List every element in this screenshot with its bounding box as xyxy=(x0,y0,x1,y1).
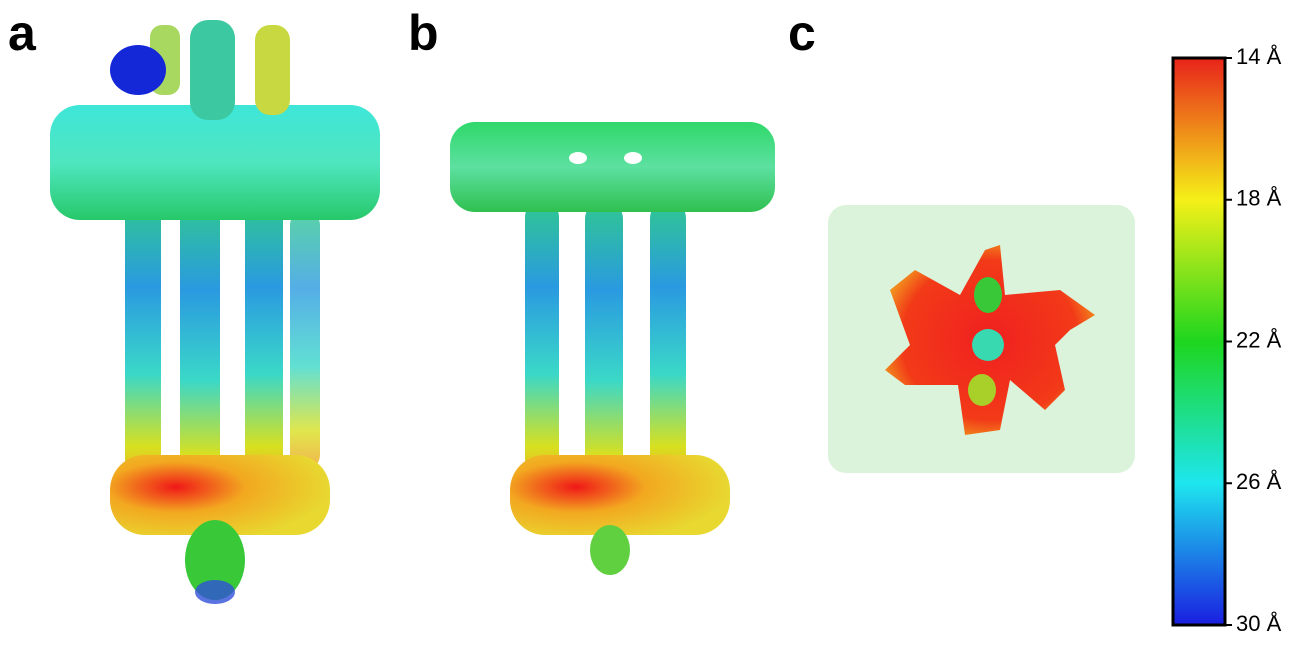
structure-c xyxy=(828,205,1135,473)
figure: a b c 14 Å 18 Å 22 Å 26 Å 30 Å xyxy=(0,0,1308,648)
panel-label: b xyxy=(408,5,439,61)
structure-a xyxy=(50,20,380,604)
colorbar xyxy=(1173,58,1225,625)
panel-label: a xyxy=(8,5,37,61)
tick-label: 26 Å xyxy=(1236,469,1282,494)
tick-label: 30 Å xyxy=(1236,611,1282,636)
tick-label: 14 Å xyxy=(1236,44,1282,69)
structure-b xyxy=(450,122,775,575)
panel-label: c xyxy=(788,5,816,61)
tick-label: 22 Å xyxy=(1236,327,1282,352)
tick-label: 18 Å xyxy=(1236,186,1282,211)
